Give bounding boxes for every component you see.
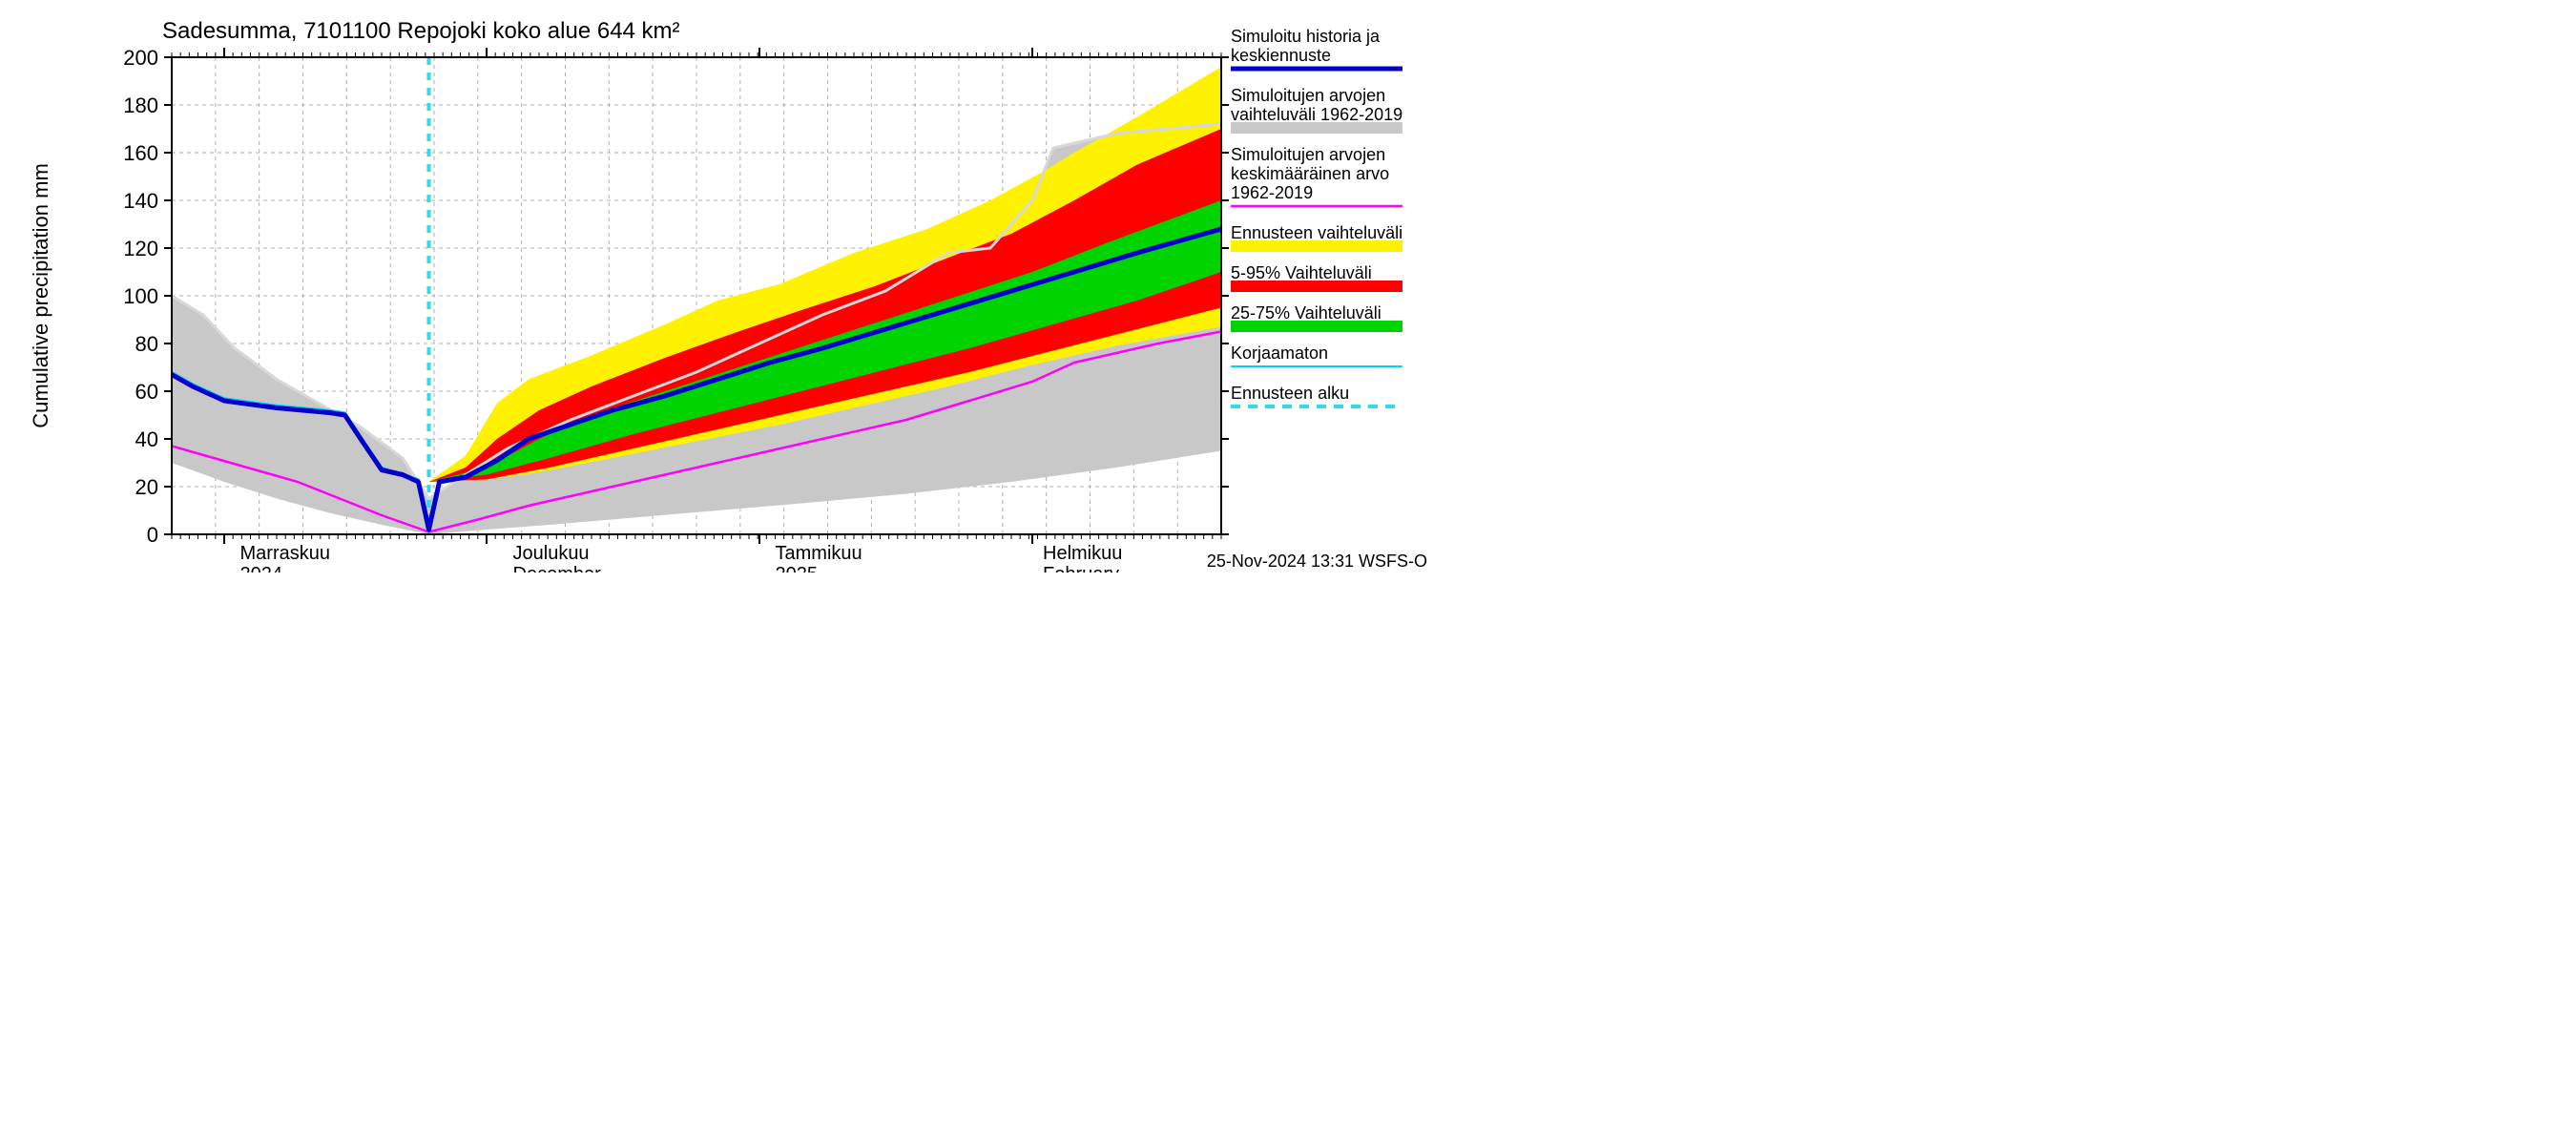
svg-text:December: December (513, 564, 602, 572)
svg-text:40: 40 (135, 427, 158, 451)
legend-label: keskiennuste (1231, 46, 1331, 65)
legend-label: Ennusteen alku (1231, 384, 1349, 403)
svg-text:20: 20 (135, 475, 158, 499)
legend-swatch (1231, 240, 1402, 252)
legend-label: 25-75% Vaihteluväli (1231, 303, 1381, 323)
legend-label: Simuloitujen arvojen (1231, 145, 1385, 164)
legend-label: 5-95% Vaihteluväli (1231, 263, 1372, 282)
chart-svg: 0 20 40 60 80 100 120 140 160 180 200 Cumulative pr… (0, 0, 1431, 572)
legend-label: keskimääräinen arvo (1231, 164, 1389, 183)
legend-label: Ennusteen vaihteluväli (1231, 223, 1402, 242)
svg-text:180: 180 (123, 94, 158, 117)
svg-text:160: 160 (123, 141, 158, 165)
y-axis-label: Cumulative precipitation mm (29, 163, 52, 428)
svg-text:2024: 2024 (240, 564, 283, 572)
legend-label: 1962-2019 (1231, 183, 1313, 202)
svg-text:0: 0 (147, 523, 158, 547)
legend-swatch (1231, 281, 1402, 292)
svg-text:Joulukuu: Joulukuu (513, 543, 590, 564)
legend-label: vaihteluväli 1962-2019 (1231, 105, 1402, 124)
svg-text:Helmikuu: Helmikuu (1043, 543, 1122, 564)
svg-text:140: 140 (123, 189, 158, 213)
legend-label: Simuloitujen arvojen (1231, 86, 1385, 105)
chart-container: 0 20 40 60 80 100 120 140 160 180 200 Cumulative pr… (0, 0, 1431, 572)
svg-text:100: 100 (123, 284, 158, 308)
svg-text:Marraskuu: Marraskuu (240, 543, 330, 564)
chart-title: Sadesumma, 7101100 Repojoki koko alue 64… (162, 18, 680, 44)
svg-text:Tammikuu: Tammikuu (776, 543, 862, 564)
legend-label: Simuloitu historia ja (1231, 27, 1381, 46)
svg-text:200: 200 (123, 46, 158, 70)
footer-timestamp: 25-Nov-2024 13:31 WSFS-O (1207, 552, 1427, 571)
legend-swatch (1231, 321, 1402, 332)
svg-text:80: 80 (135, 332, 158, 356)
svg-text:60: 60 (135, 380, 158, 404)
svg-text:2025: 2025 (776, 564, 819, 572)
legend-label: Korjaamaton (1231, 344, 1328, 363)
svg-text:120: 120 (123, 237, 158, 260)
svg-text:February: February (1043, 564, 1119, 572)
legend-swatch (1231, 122, 1402, 134)
